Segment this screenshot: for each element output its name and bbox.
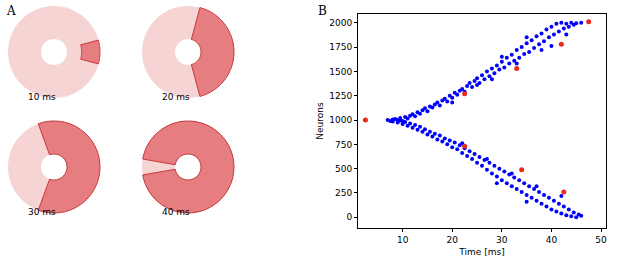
svg-text:B: B [318, 4, 327, 18]
svg-text:A: A [6, 4, 16, 18]
svg-text:30 ms: 30 ms [28, 207, 56, 217]
svg-text:20: 20 [447, 235, 459, 245]
svg-text:30: 30 [496, 235, 508, 245]
svg-text:Time [ms]: Time [ms] [458, 247, 504, 257]
svg-text:1500: 1500 [329, 67, 352, 77]
svg-text:50: 50 [595, 235, 607, 245]
svg-text:750: 750 [335, 140, 352, 150]
svg-text:1250: 1250 [329, 91, 352, 101]
svg-text:40: 40 [546, 235, 558, 245]
svg-text:250: 250 [335, 188, 352, 198]
svg-text:20 ms: 20 ms [162, 92, 190, 102]
svg-text:10 ms: 10 ms [28, 92, 56, 102]
svg-text:500: 500 [335, 164, 352, 174]
svg-text:0: 0 [346, 212, 352, 222]
svg-text:1000: 1000 [329, 115, 352, 125]
svg-text:Neurons: Neurons [315, 102, 325, 140]
svg-text:40 ms: 40 ms [162, 207, 190, 217]
svg-text:2000: 2000 [329, 18, 352, 28]
svg-text:1750: 1750 [329, 42, 352, 52]
svg-text:10: 10 [397, 235, 409, 245]
